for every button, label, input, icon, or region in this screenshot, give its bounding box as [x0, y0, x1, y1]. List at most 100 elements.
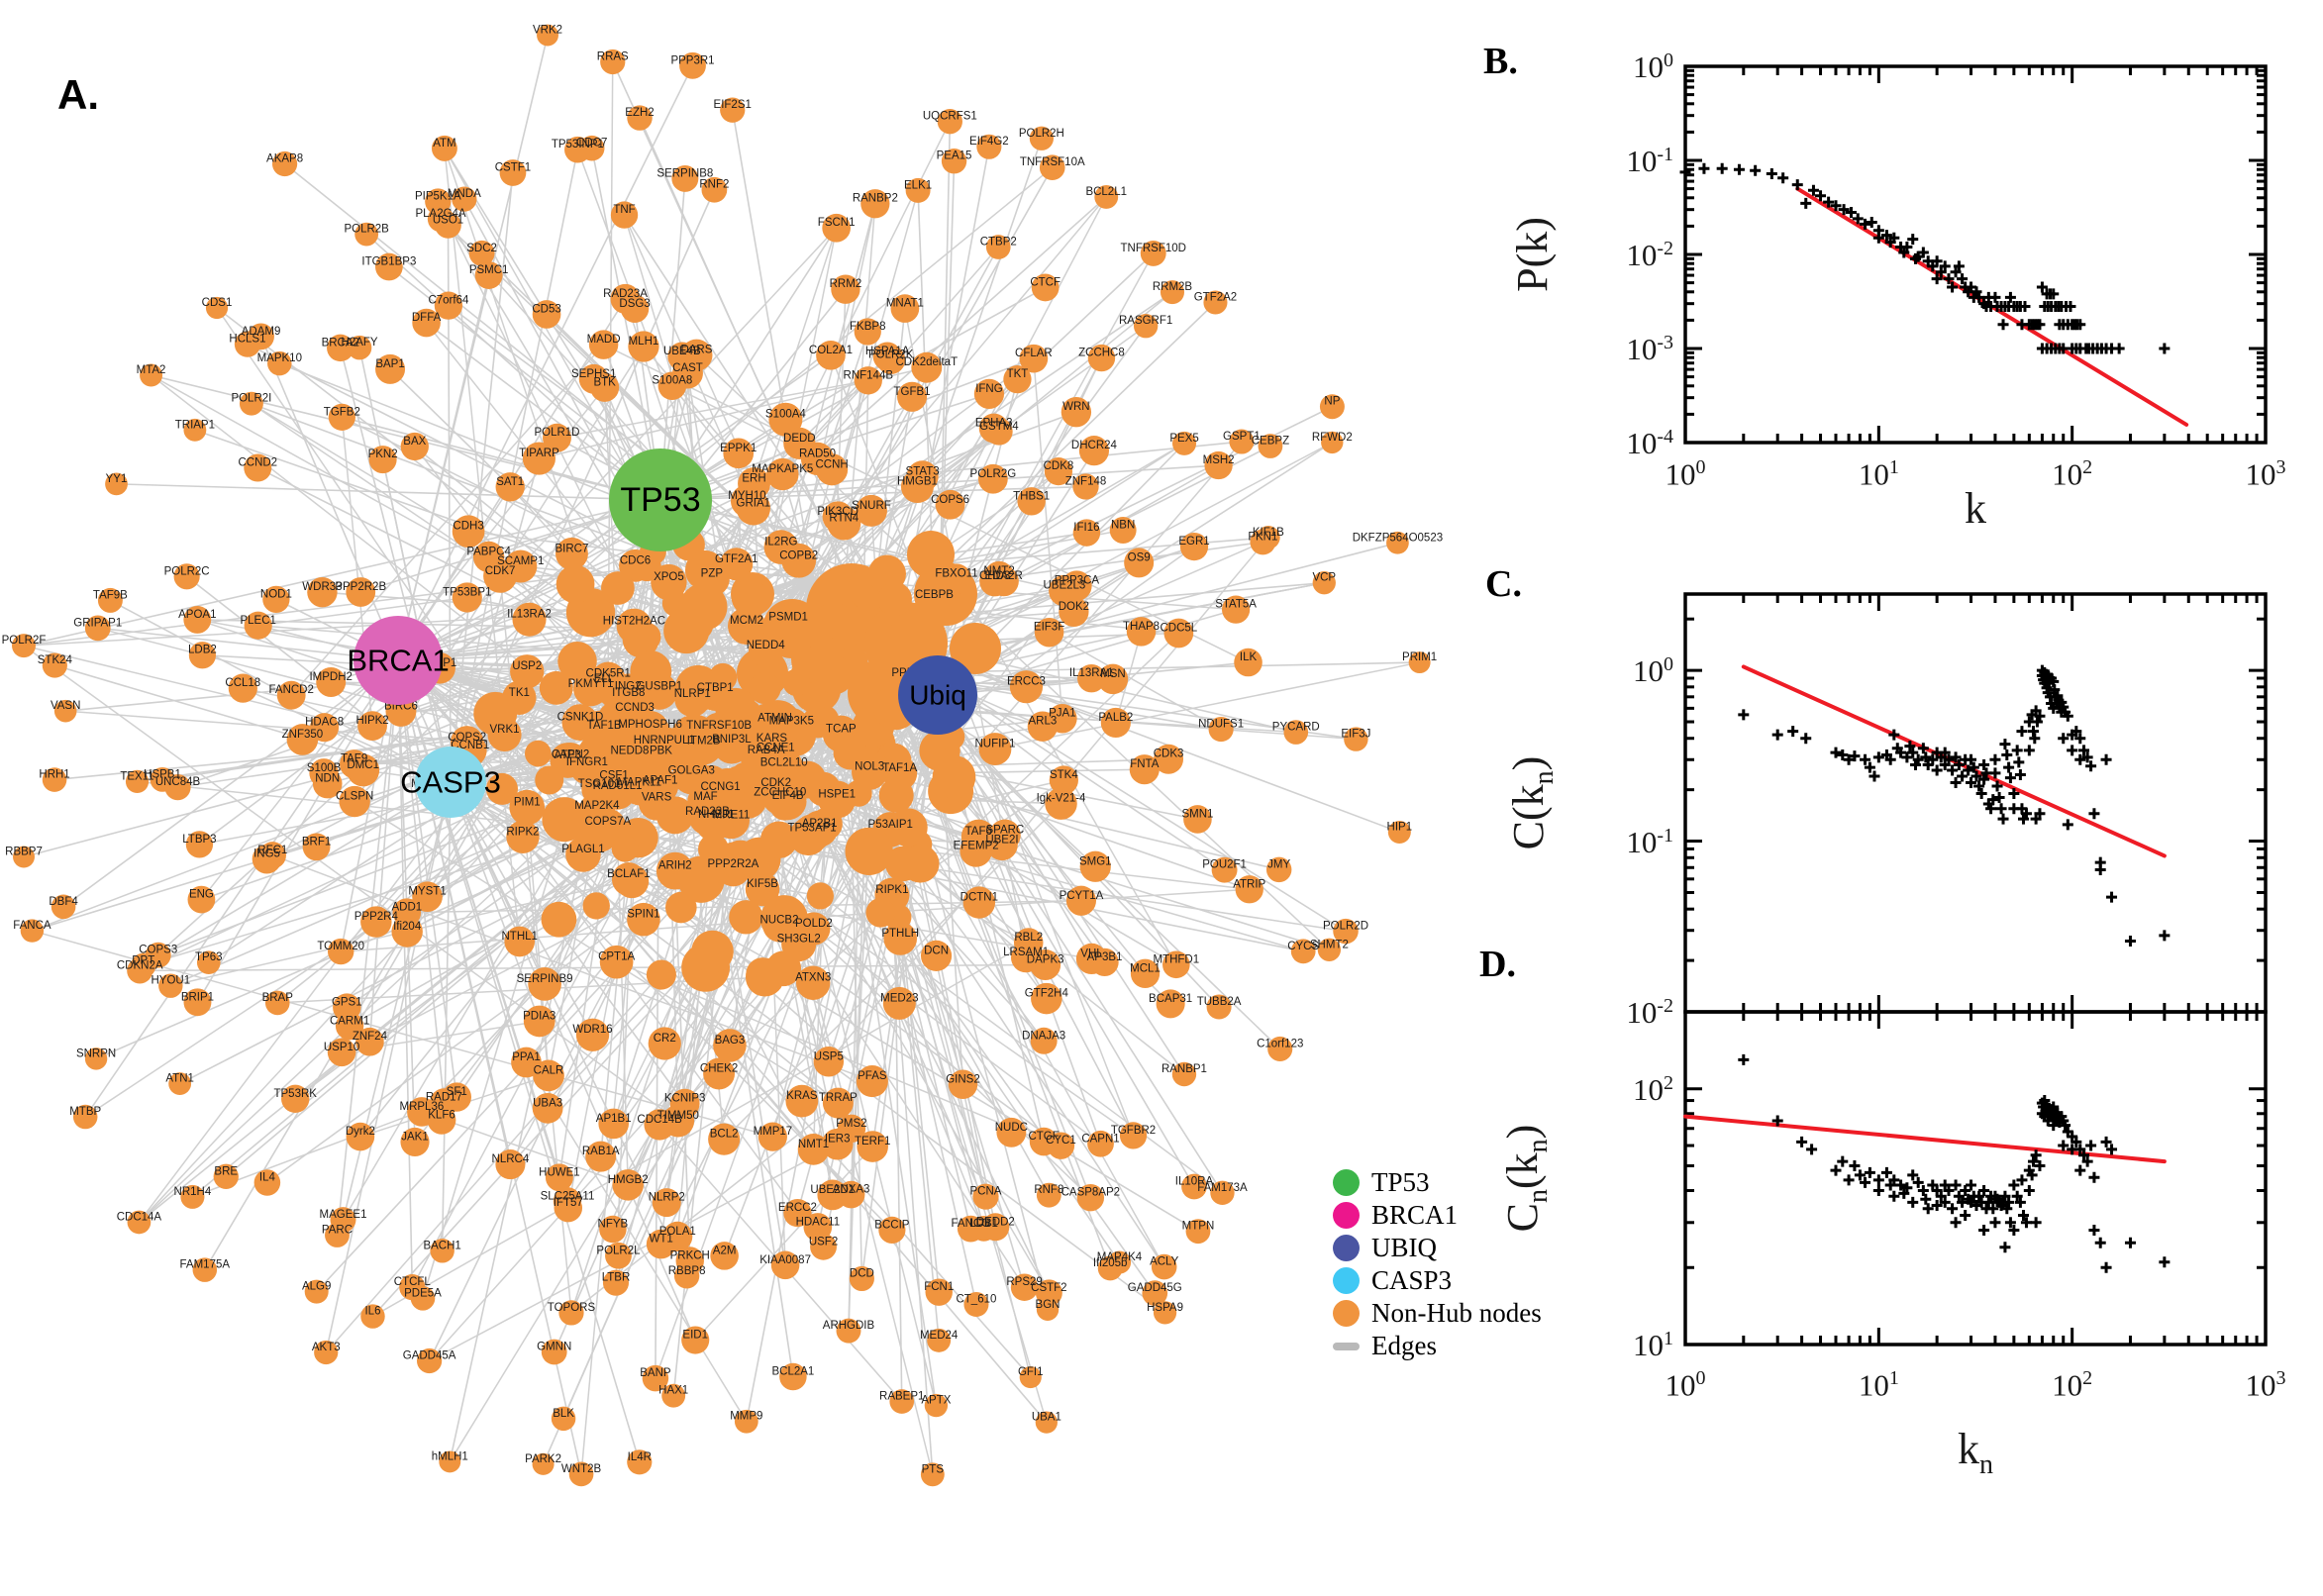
network-node[interactable] — [325, 1223, 350, 1247]
network-node[interactable] — [541, 1339, 567, 1365]
network-node[interactable] — [883, 922, 918, 955]
network-node[interactable] — [84, 1047, 108, 1070]
network-node[interactable] — [360, 1304, 385, 1329]
network-node[interactable] — [734, 1409, 758, 1434]
network-node[interactable] — [981, 1213, 1010, 1242]
network-node[interactable] — [856, 1065, 888, 1098]
network-node[interactable] — [602, 1269, 630, 1296]
network-node[interactable] — [1017, 487, 1046, 516]
network-node[interactable] — [816, 341, 846, 370]
network-node[interactable] — [537, 24, 558, 47]
network-node[interactable] — [806, 882, 834, 910]
network-node[interactable] — [890, 294, 920, 323]
network-node[interactable] — [1160, 280, 1185, 305]
network-node[interactable] — [627, 902, 660, 937]
network-node[interactable] — [1126, 617, 1157, 647]
network-node[interactable] — [941, 563, 972, 595]
network-node[interactable] — [452, 582, 482, 613]
network-node[interactable] — [427, 205, 454, 233]
network-node[interactable] — [878, 777, 914, 813]
network-node[interactable] — [845, 827, 893, 875]
network-node[interactable] — [192, 1257, 218, 1282]
network-node[interactable] — [601, 571, 635, 605]
network-node[interactable] — [346, 577, 376, 607]
network-node[interactable] — [1408, 651, 1431, 674]
network-node[interactable] — [917, 583, 952, 618]
network-node[interactable] — [785, 1084, 819, 1118]
network-node[interactable] — [611, 835, 639, 862]
network-node[interactable] — [748, 633, 783, 668]
network-node[interactable] — [810, 1233, 837, 1260]
network-node[interactable] — [84, 615, 111, 642]
network-node[interactable] — [164, 774, 191, 801]
network-node[interactable] — [1151, 1253, 1177, 1280]
network-node[interactable] — [97, 587, 123, 613]
network-node[interactable] — [558, 1300, 584, 1326]
network-node[interactable] — [483, 558, 518, 593]
network-node[interactable] — [821, 1128, 854, 1160]
network-node[interactable] — [856, 494, 887, 527]
network-node[interactable] — [1044, 457, 1073, 486]
network-node[interactable] — [532, 1092, 563, 1124]
network-node[interactable] — [1211, 856, 1238, 883]
network-node[interactable] — [573, 671, 609, 707]
network-node[interactable] — [1078, 436, 1110, 466]
network-node[interactable] — [628, 331, 659, 362]
network-node[interactable] — [1076, 1184, 1105, 1212]
network-node[interactable] — [1283, 720, 1309, 745]
network-node[interactable] — [234, 331, 261, 357]
network-node[interactable] — [1090, 948, 1119, 977]
network-node[interactable] — [932, 755, 976, 799]
network-node[interactable] — [50, 894, 76, 920]
network-node[interactable] — [495, 472, 525, 502]
network-node[interactable] — [1059, 596, 1089, 628]
network-node[interactable] — [1333, 918, 1359, 945]
network-node[interactable] — [973, 378, 1005, 409]
network-node[interactable] — [1029, 126, 1055, 150]
network-node[interactable] — [860, 189, 890, 219]
network-node[interactable] — [878, 1216, 906, 1244]
network-node[interactable] — [701, 780, 728, 807]
network-node[interactable] — [1034, 617, 1064, 648]
network-node[interactable] — [865, 898, 896, 928]
network-node[interactable] — [286, 724, 319, 755]
network-node[interactable] — [1179, 532, 1209, 561]
network-node[interactable] — [1210, 1180, 1235, 1205]
network-node[interactable] — [588, 330, 619, 359]
network-node[interactable] — [309, 758, 339, 788]
network-node[interactable] — [1234, 648, 1262, 677]
network-node[interactable] — [582, 892, 610, 920]
network-node[interactable] — [180, 1184, 205, 1209]
network-node[interactable] — [1048, 703, 1077, 734]
network-node[interactable] — [713, 1029, 747, 1062]
network-node[interactable] — [1077, 663, 1106, 693]
network-node[interactable] — [635, 762, 672, 800]
network-node[interactable] — [889, 1389, 915, 1414]
network-node[interactable] — [600, 49, 626, 75]
network-node[interactable] — [927, 1328, 952, 1352]
network-node[interactable] — [1133, 314, 1159, 339]
network-node[interactable] — [723, 765, 752, 795]
network-node[interactable] — [911, 351, 943, 383]
network-node[interactable] — [468, 240, 495, 266]
network-node[interactable] — [795, 965, 831, 1000]
network-node[interactable] — [1072, 473, 1099, 500]
network-node[interactable] — [1319, 394, 1345, 420]
network-node[interactable] — [327, 334, 354, 362]
network-node[interactable] — [817, 1179, 849, 1211]
network-node[interactable] — [127, 1210, 152, 1235]
network-node[interactable] — [568, 1461, 594, 1487]
network-node[interactable] — [1079, 850, 1111, 882]
network-node[interactable] — [1035, 1279, 1062, 1307]
network-node[interactable] — [845, 779, 872, 807]
network-node[interactable] — [12, 634, 36, 658]
network-node[interactable] — [941, 149, 967, 174]
network-node[interactable] — [677, 855, 725, 903]
network-node[interactable] — [431, 135, 457, 161]
network-node[interactable] — [1031, 273, 1060, 302]
network-node[interactable] — [937, 109, 962, 135]
network-node[interactable] — [264, 990, 290, 1016]
network-node[interactable] — [1109, 517, 1137, 544]
network-node[interactable] — [857, 1131, 888, 1162]
network-node[interactable] — [1386, 531, 1409, 554]
